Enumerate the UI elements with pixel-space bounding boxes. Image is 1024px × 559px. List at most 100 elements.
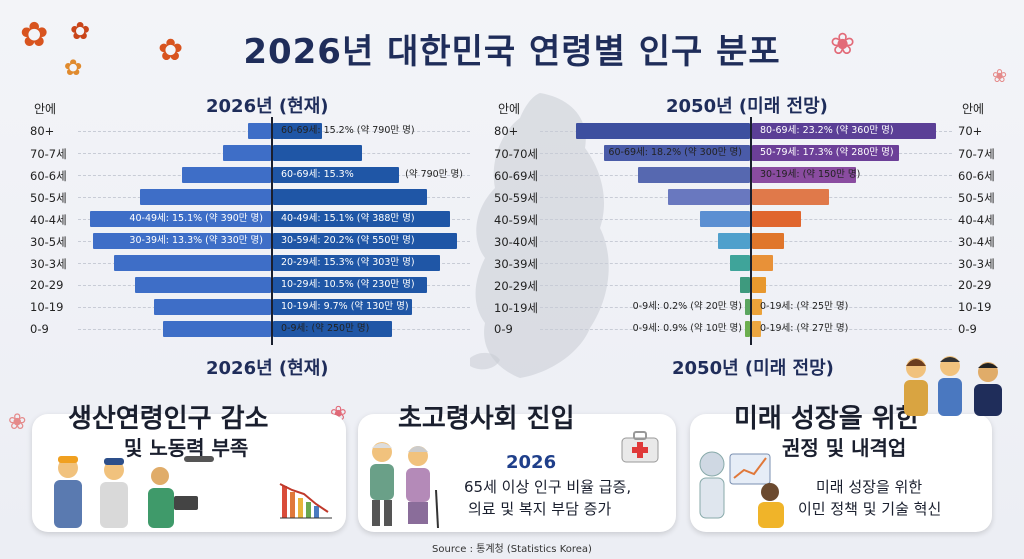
chart-2050-footer: 2050년 (미래 전망) [672, 358, 834, 379]
bar-right [273, 189, 428, 205]
age-label: 10-19세 [494, 301, 538, 315]
bar-right [752, 321, 761, 337]
age-label-right: 30-3세 [958, 257, 995, 271]
bar-right [752, 299, 763, 315]
age-label-right: 70-7세 [958, 147, 995, 161]
bar-right [273, 167, 400, 183]
age-label: 60-6세 [30, 169, 67, 183]
age-label: 40-59세 [494, 213, 538, 227]
bar-label-left: 0-9세: 0.2% (약 20만 명) [632, 301, 742, 312]
bar-label-right: 0-19세: (약 27만 명) [760, 323, 849, 334]
bar-left [576, 123, 750, 139]
card-labor-title: 생산연령인구 감소 [68, 404, 269, 434]
age-label-right: 60-6세 [958, 169, 995, 183]
maple-leaf-icon: ✿ [158, 33, 184, 68]
card-super-aged: 초고령사회 진입 2026 65세 이상 인구 비율 급증, 의료 및 복지 부… [358, 404, 676, 532]
maple-leaf-icon: ✿ [64, 56, 83, 81]
bar-label-extra: (약 790만 명) [405, 169, 463, 180]
age-label: 80+ [494, 124, 519, 138]
center-axis [750, 117, 752, 345]
age-label-right: 10-19 [958, 300, 992, 314]
age-label: 30-39세 [494, 257, 538, 271]
bar-label-right: 10-29세: 10.5% (약 230만 명) [281, 279, 415, 290]
source-note: Source : 통계청 (Statistics Korea) [432, 544, 592, 555]
unit-header-left: 안에 [34, 102, 57, 116]
age-label-right: 30-4세 [958, 235, 995, 249]
bar-label-left: 40-49세: 15.1% (약 390만 명) [129, 213, 263, 224]
bar-left [90, 211, 271, 227]
robot-and-scientist-illustration [699, 451, 784, 528]
bar-left [92, 233, 271, 249]
bar-label-right: 30-19세: (약 150만 명) [760, 169, 861, 180]
bar-left [181, 167, 271, 183]
plum-blossom-icon: ❀ [8, 410, 27, 435]
age-label-right: 50-5세 [958, 191, 995, 205]
bar-right [752, 277, 766, 293]
age-label: 40-4세 [30, 213, 67, 227]
age-label: 20-29세 [494, 279, 538, 293]
maple-leaf-icon: ✿ [20, 15, 49, 55]
bar-label-right: 80-69세: 23.2% (약 360만 명) [760, 125, 894, 136]
bar-right [752, 145, 900, 161]
page-title: 2026년 대한민국 연령별 인구 분포 [243, 32, 781, 72]
bar-left [739, 277, 750, 293]
card-growth-line1: 미래 성장을 위한 [816, 478, 923, 496]
bar-right [752, 211, 801, 227]
card-aged-title: 초고령사회 진입 [398, 404, 575, 434]
chart-2026-footer: 2026년 (현재) [206, 358, 329, 379]
people-group-illustration [904, 356, 1002, 416]
bar-label-right: 30-59세: 20.2% (약 550만 명) [281, 235, 415, 246]
age-label: 10-19 [30, 300, 64, 314]
bar-left [153, 299, 271, 315]
bar-label-right: 60-69세: 15.2% (약 790만 명) [281, 125, 415, 136]
bar-label-left: 30-39세: 13.3% (약 330만 명) [129, 235, 263, 246]
card-labor-subtitle: 및 노동력 부족 [124, 436, 249, 460]
workers-illustration [54, 456, 214, 528]
bar-left [603, 145, 750, 161]
age-label-right: 40-4세 [958, 213, 995, 227]
bar-right [273, 233, 458, 249]
bar-right [273, 123, 323, 139]
bar-label-right: 20-29세: 15.3% (약 303만 명) [281, 257, 415, 268]
maple-leaf-icon: ✿ [70, 17, 91, 45]
age-label: 70-7세 [30, 147, 67, 161]
bar-label-right: 50-79세: 17.3% (약 280만 명) [760, 147, 894, 158]
age-label: 30-5세 [30, 235, 67, 249]
age-label: 30-3세 [30, 257, 67, 271]
bar-right [273, 255, 440, 271]
elderly-couple-illustration [370, 442, 439, 529]
declining-chart-icon [279, 483, 332, 519]
card-aged-line2: 의료 및 복지 부담 증가 [468, 500, 612, 518]
card-labor-shortage: 생산연령인구 감소 및 노동력 부족 [32, 404, 346, 532]
card-growth-subtitle: 권정 및 내격업 [782, 436, 907, 460]
bar-right [752, 233, 785, 249]
bar-left [744, 321, 750, 337]
unit-header-mid: 안에 [498, 102, 521, 116]
bar-left [223, 145, 271, 161]
bar-left [717, 233, 750, 249]
bar-right [752, 167, 856, 183]
chart-2050-title: 2050년 (미래 전망) [666, 96, 828, 117]
bar-label-right: 60-69세: 15.3% [281, 169, 354, 180]
age-label: 50-5세 [30, 191, 67, 205]
age-label: 20-29 [30, 278, 64, 292]
card-aged-line1: 65세 이상 인구 비율 급증, [464, 478, 632, 496]
age-label-right: 20-29 [958, 278, 992, 292]
bar-right [273, 321, 392, 337]
bar-left [135, 277, 271, 293]
bar-left [113, 255, 271, 271]
center-axis [271, 117, 273, 345]
bar-left [668, 189, 750, 205]
bar-label-left: 60-69세: 18.2% (약 300만 명) [608, 147, 742, 158]
bar-label-right: 10-19세: 9.7% (약 130만 명) [281, 301, 409, 312]
age-label: 0-9 [494, 322, 513, 336]
bar-right [273, 145, 363, 161]
age-label-right: 70+ [958, 124, 983, 138]
age-label: 60-69세 [494, 169, 538, 183]
card-growth-title: 미래 성장을 위한 [734, 404, 920, 434]
bar-label-right: 40-49세: 15.1% (약 388만 명) [281, 213, 415, 224]
bar-label-right: 0-19세: (약 25만 명) [760, 301, 849, 312]
bar-left [744, 299, 750, 315]
bar-label-left: 0-9세: 0.9% (약 10만 명) [632, 323, 742, 334]
bar-right [752, 255, 774, 271]
